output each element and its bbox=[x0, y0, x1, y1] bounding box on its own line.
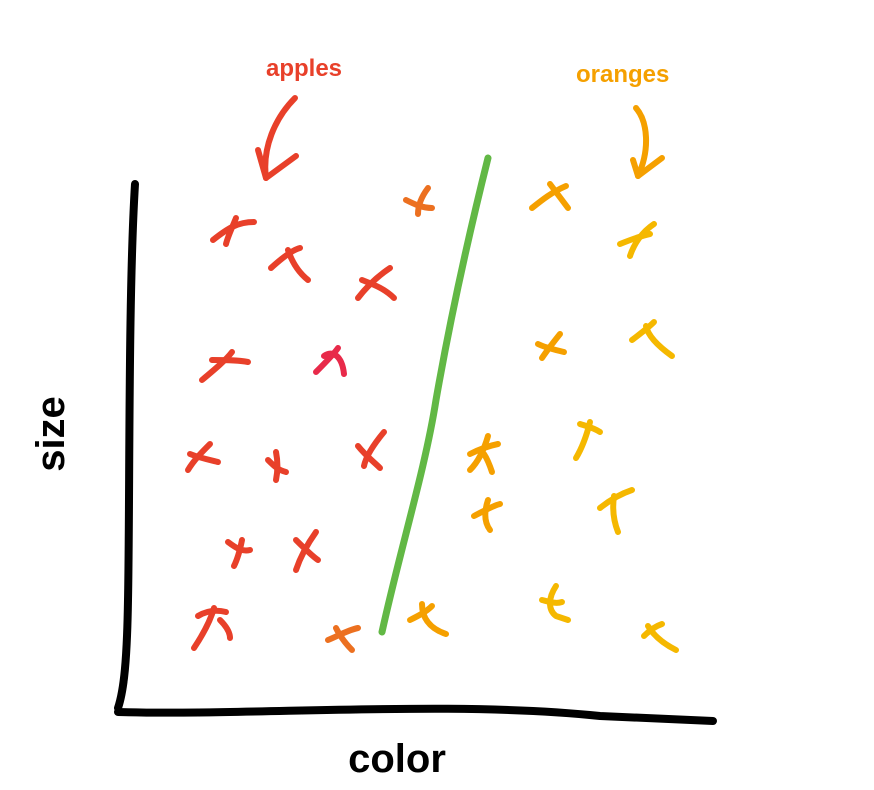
orange-mark bbox=[529, 181, 571, 211]
orange-mark bbox=[629, 319, 675, 359]
apple-mark bbox=[355, 429, 387, 471]
x-axis-line bbox=[114, 704, 717, 725]
apple-mark bbox=[225, 537, 253, 569]
orange-mark bbox=[539, 583, 571, 623]
apple-mark bbox=[199, 349, 251, 383]
orange-marks bbox=[407, 181, 679, 653]
orange-mark bbox=[597, 487, 635, 535]
apple-marks bbox=[185, 215, 397, 651]
oranges-label: oranges bbox=[576, 61, 669, 88]
mixed-marks bbox=[325, 185, 435, 653]
y-axis-label: size bbox=[29, 396, 73, 472]
apple-mark bbox=[268, 245, 311, 283]
orange-mark bbox=[467, 433, 501, 475]
apples-arrow bbox=[255, 95, 299, 181]
y-axis-line bbox=[114, 180, 139, 712]
apple-mark bbox=[293, 529, 321, 573]
apple-mark bbox=[210, 215, 257, 247]
apple-mark bbox=[313, 345, 347, 377]
mixed-mark bbox=[403, 185, 435, 217]
apple-mark bbox=[191, 605, 233, 651]
mixed-mark bbox=[325, 625, 361, 653]
apple-mark bbox=[265, 449, 289, 483]
axes bbox=[114, 180, 717, 725]
apples-label: apples bbox=[266, 55, 342, 82]
x-axis-label: color bbox=[348, 737, 446, 781]
orange-mark bbox=[535, 331, 567, 361]
orange-mark bbox=[407, 601, 449, 637]
orange-mark bbox=[573, 419, 603, 461]
decision-boundary-line bbox=[378, 154, 492, 636]
orange-mark bbox=[617, 221, 657, 259]
oranges-arrow bbox=[630, 105, 665, 179]
orange-mark bbox=[641, 621, 679, 653]
apple-mark bbox=[185, 441, 221, 473]
orange-mark bbox=[471, 497, 503, 533]
apple-mark bbox=[355, 265, 397, 301]
